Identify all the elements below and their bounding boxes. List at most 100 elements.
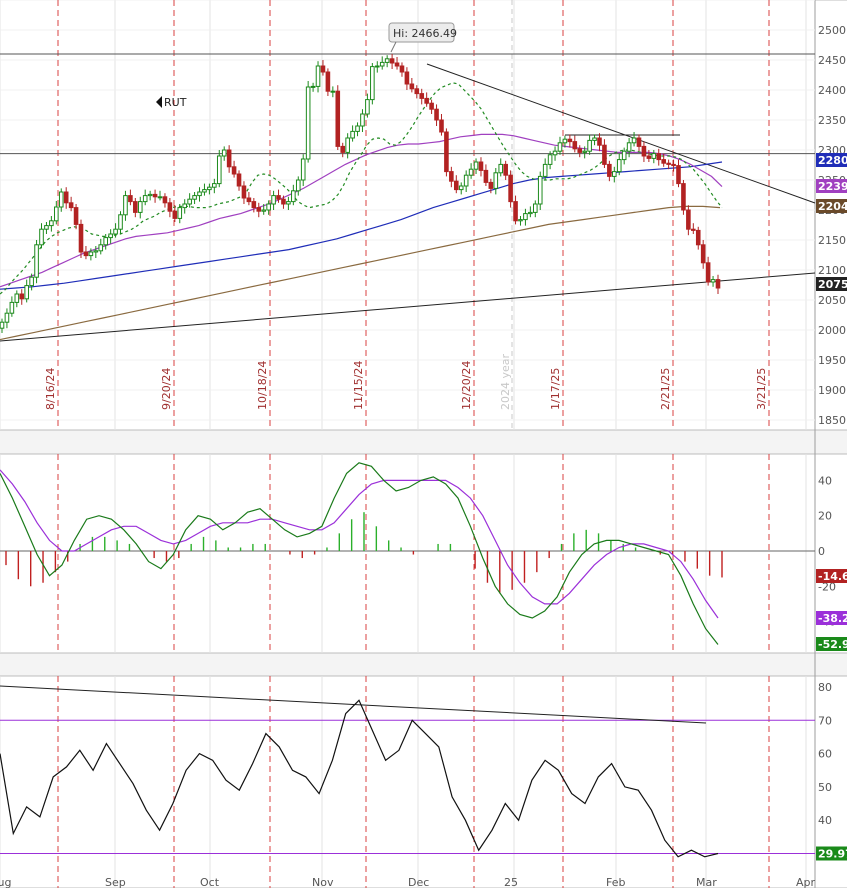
candle-body <box>54 206 59 222</box>
price-tag-text: 2239.1 <box>818 180 847 193</box>
macd-tag-box <box>816 611 847 625</box>
candle-body <box>523 213 528 221</box>
candle-body <box>641 145 647 157</box>
price-value-tags: 2280.1 2239.1 2204.9 2075.4 <box>816 153 847 291</box>
candle-body <box>681 183 686 211</box>
candle-body <box>671 163 676 167</box>
price-tick-label: 2100 <box>818 264 846 277</box>
candle-body <box>236 173 242 187</box>
candle-body <box>29 276 34 287</box>
time-tick-label: Oct <box>200 876 220 888</box>
candle-body <box>404 71 410 85</box>
candle-body <box>458 185 464 191</box>
time-tick-label: Sep <box>105 876 126 888</box>
candle-body <box>478 161 484 171</box>
price-tick-label: 2350 <box>818 114 846 127</box>
candle-body <box>14 293 20 303</box>
candle-body <box>355 125 360 132</box>
candle-body <box>73 207 79 225</box>
candle-body <box>365 99 370 115</box>
high-callout: Hi: 2466.49 <box>388 22 457 53</box>
sma200-line <box>0 205 721 341</box>
price-candles <box>0 54 721 333</box>
candle-body <box>19 293 25 300</box>
price-tag-box <box>816 153 847 167</box>
macd-tag-text: -14.66 <box>818 570 847 583</box>
candle-body <box>710 279 716 283</box>
event-date-label: 10/18/24 <box>256 361 269 410</box>
candle-body <box>498 163 504 174</box>
candle-body <box>483 169 489 183</box>
candle-body <box>177 207 183 219</box>
candle-body <box>256 207 262 212</box>
time-tick-label: Nov <box>312 876 334 888</box>
candle-body <box>646 155 652 159</box>
candle-body <box>192 195 197 200</box>
candle-body <box>291 190 296 203</box>
candle-body <box>700 244 706 264</box>
macd-tag-box <box>816 637 847 651</box>
panel-separator <box>0 653 847 676</box>
candle-body <box>508 174 513 203</box>
candle-body <box>261 209 267 212</box>
horizontal-levels <box>0 53 815 155</box>
candle-body <box>345 137 350 153</box>
candle-body <box>374 65 380 68</box>
candle-body <box>241 185 247 199</box>
candle-body <box>370 66 375 101</box>
candle-body <box>463 174 469 187</box>
candle-body <box>449 171 454 182</box>
panel-separator <box>0 430 847 454</box>
macd-tag-text: -38.24 <box>818 612 847 625</box>
candle-body <box>63 191 69 204</box>
candle-body <box>83 251 89 257</box>
candle-body <box>39 228 44 246</box>
candle-body <box>147 193 153 197</box>
rsi-tick-label: 80 <box>818 681 832 694</box>
candle-body <box>419 93 425 99</box>
price-tag-text: 2075.4 <box>818 278 847 291</box>
rsi-trendline <box>0 685 707 724</box>
candle-body <box>453 180 459 191</box>
candle-body <box>34 244 39 278</box>
rsi-axis: 807060504030 <box>818 681 832 861</box>
candle-body <box>24 285 29 300</box>
time-tick-label: Dec <box>408 876 429 888</box>
candle-body <box>424 97 429 104</box>
trendlines <box>0 63 816 342</box>
rsi-line <box>0 699 719 858</box>
year-marker-label: 2024 year <box>499 353 512 410</box>
candle-body <box>389 58 395 64</box>
candle-body <box>602 144 607 165</box>
candle-body <box>68 202 74 209</box>
candle-body <box>310 85 316 88</box>
candle-body <box>513 201 518 222</box>
candle-body <box>612 171 617 177</box>
candle-body <box>142 195 148 203</box>
event-date-label: 3/21/25 <box>755 368 768 410</box>
candle-body <box>384 58 390 63</box>
candle-body <box>468 168 474 176</box>
candle-body <box>528 211 533 215</box>
candle-body <box>246 197 252 203</box>
falling-trendline <box>426 63 816 204</box>
candle-body <box>93 250 99 253</box>
price-tag-box <box>816 179 847 193</box>
candle-body <box>439 119 444 133</box>
macd-tag-box <box>816 569 847 583</box>
candle-body <box>666 162 671 165</box>
candle-body <box>488 181 494 189</box>
sma100-line <box>0 161 723 290</box>
candle-body <box>202 189 207 193</box>
candle-body <box>631 137 637 144</box>
macd-signal-line <box>0 469 719 619</box>
candle-body <box>577 148 583 153</box>
candle-body <box>547 154 553 165</box>
rsi-tick-label: 40 <box>818 814 832 827</box>
rsi-tick-label: 70 <box>818 714 832 727</box>
candle-body <box>691 228 696 231</box>
candle-body <box>686 209 691 230</box>
candle-body <box>157 196 163 199</box>
symbol-label: RUT <box>156 96 187 109</box>
